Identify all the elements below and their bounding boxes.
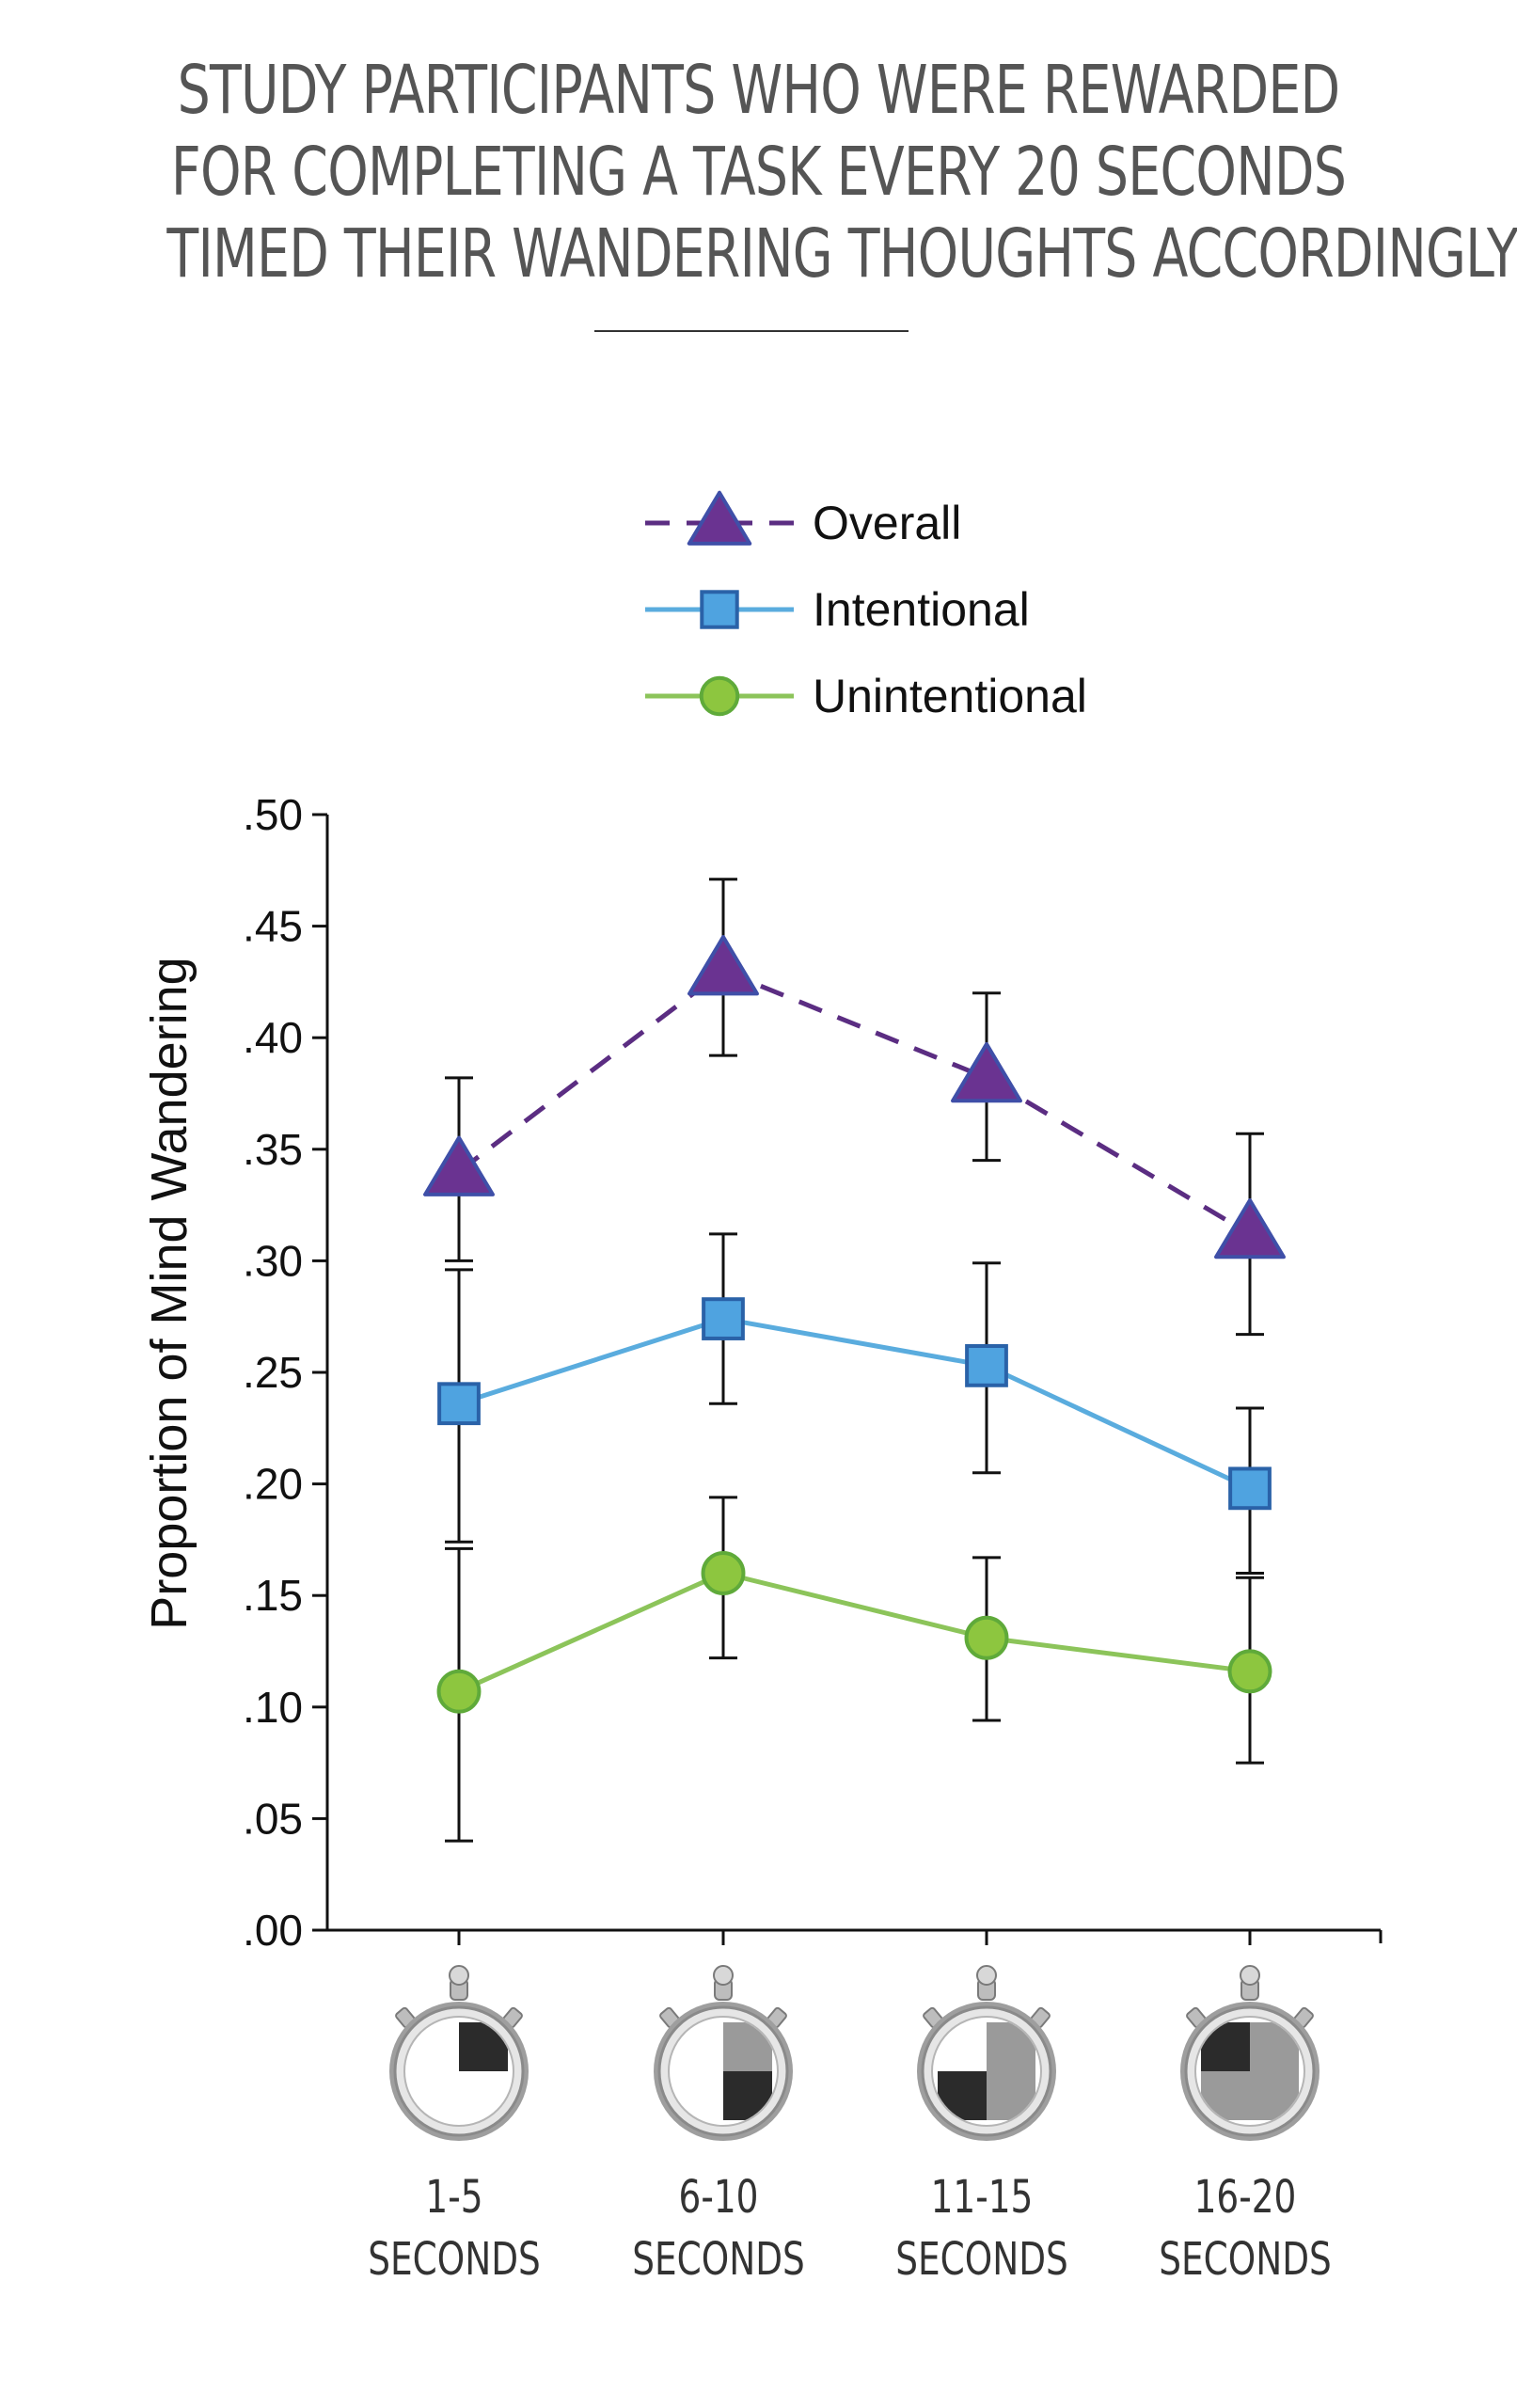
legend-overall-marker: [687, 490, 752, 546]
unintentional-point: [964, 1615, 1009, 1660]
legend-unintentional-label: Unintentional: [813, 670, 1087, 722]
stopwatch-icon: [1180, 1965, 1319, 2141]
title-line-2: FOR COMPLETING A TASK EVERY 20 SECONDS: [170, 133, 1347, 211]
y-tick-label: .30: [243, 1236, 303, 1285]
axes: .00 .05 .10 .15 .20 .25 .30 .35 .40 .45 .50: [243, 790, 1383, 1955]
chart-title: STUDY PARTICIPANTS WHO WERE REWARDED FOR…: [166, 49, 1517, 294]
x-category-label-top: 6-10: [679, 2172, 759, 2225]
x-category-label-bottom: SECONDS: [368, 2234, 541, 2287]
x-category-label-bottom: SECONDS: [632, 2234, 805, 2287]
overall-point: [423, 1135, 495, 1196]
intentional-point: [702, 1297, 745, 1340]
y-tick-label: .00: [243, 1906, 303, 1955]
x-category-label-bottom: SECONDS: [1159, 2234, 1332, 2287]
x-category-label-top: 1-5: [425, 2172, 482, 2225]
y-tick-label: .15: [243, 1571, 303, 1620]
y-tick-label: .35: [243, 1125, 303, 1174]
y-tick-label: .05: [243, 1794, 303, 1843]
unintentional-series-line: [457, 1570, 1251, 1694]
unintentional-point: [701, 1551, 746, 1595]
x-category-label-bottom: SECONDS: [895, 2234, 1068, 2287]
x-categories: 1-5 SECONDS 6-10 SECONDS 11-15 SECONDS 16-20 SE…: [368, 1965, 1332, 2287]
legend-intentional-label: Intentional: [813, 583, 1030, 636]
y-tick-label: .25: [243, 1348, 303, 1397]
overall-point: [687, 935, 759, 996]
intentional-point: [965, 1344, 1008, 1387]
y-tick-label: .40: [243, 1013, 303, 1062]
stopwatch-icon: [654, 1965, 793, 2141]
legend-intentional-marker: [700, 590, 739, 629]
title-line-1: STUDY PARTICIPANTS WHO WERE REWARDED: [177, 51, 1341, 129]
x-category-label-top: 11-15: [931, 2172, 1034, 2225]
legend: Overall Intentional Unintentional: [645, 490, 1087, 722]
overall-series-line: [457, 968, 1252, 1237]
data-markers: [423, 935, 1286, 1714]
unintentional-point: [1227, 1649, 1272, 1694]
legend-overall-label: Overall: [813, 497, 961, 549]
overall-point: [1214, 1197, 1286, 1259]
x-category-label-top: 16-20: [1194, 2172, 1297, 2225]
y-axis-label: Proportion of Mind Wandering: [141, 957, 198, 1629]
overall-point: [951, 1041, 1022, 1103]
y-tick-label: .45: [243, 902, 303, 951]
unintentional-point: [436, 1669, 482, 1714]
y-tick-label: .10: [243, 1683, 303, 1732]
y-tick-label: .20: [243, 1460, 303, 1509]
intentional-point: [437, 1382, 481, 1426]
legend-unintentional-marker: [699, 675, 740, 717]
intentional-series-line: [458, 1316, 1252, 1491]
title-line-3: TIMED THEIR WANDERING THOUGHTS ACCORDING…: [166, 214, 1517, 293]
stopwatch-icon: [917, 1965, 1056, 2141]
series-lines: [457, 968, 1252, 1694]
intentional-point: [1228, 1466, 1272, 1511]
y-tick-label: .50: [243, 790, 303, 839]
stopwatch-icon: [389, 1965, 529, 2141]
